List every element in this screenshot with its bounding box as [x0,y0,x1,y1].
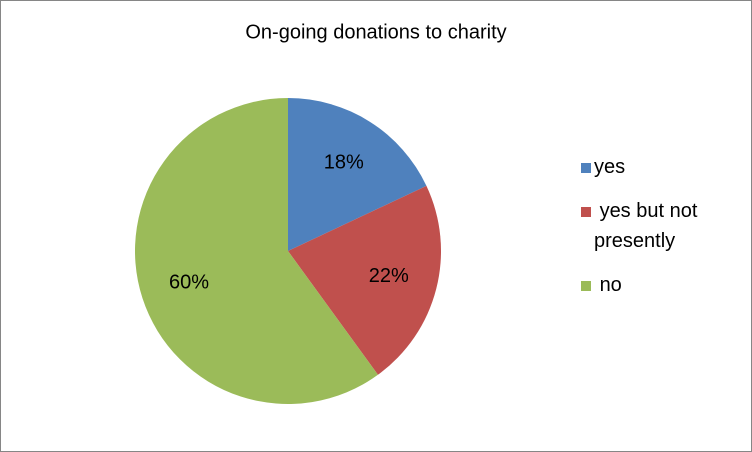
data-label: 22% [369,265,409,287]
data-label: 60% [169,271,209,293]
legend-label: no [594,274,622,296]
data-label: 18% [324,151,364,173]
pie-slice [134,98,378,405]
legend-item: no [581,274,746,300]
pie-slice [288,98,427,251]
legend-item: yes but not presently [581,200,746,256]
legend-label: yes but not presently [594,200,703,252]
legend-swatch [581,281,591,291]
legend-swatch [581,207,591,217]
legend-label: yes [594,156,626,178]
pie-slice [288,185,441,375]
legend-swatch [581,163,591,173]
chart-title: On-going donations to charity [245,21,506,43]
legend-item: yes [581,156,746,182]
legend: yes yes but not presently no [581,156,746,318]
